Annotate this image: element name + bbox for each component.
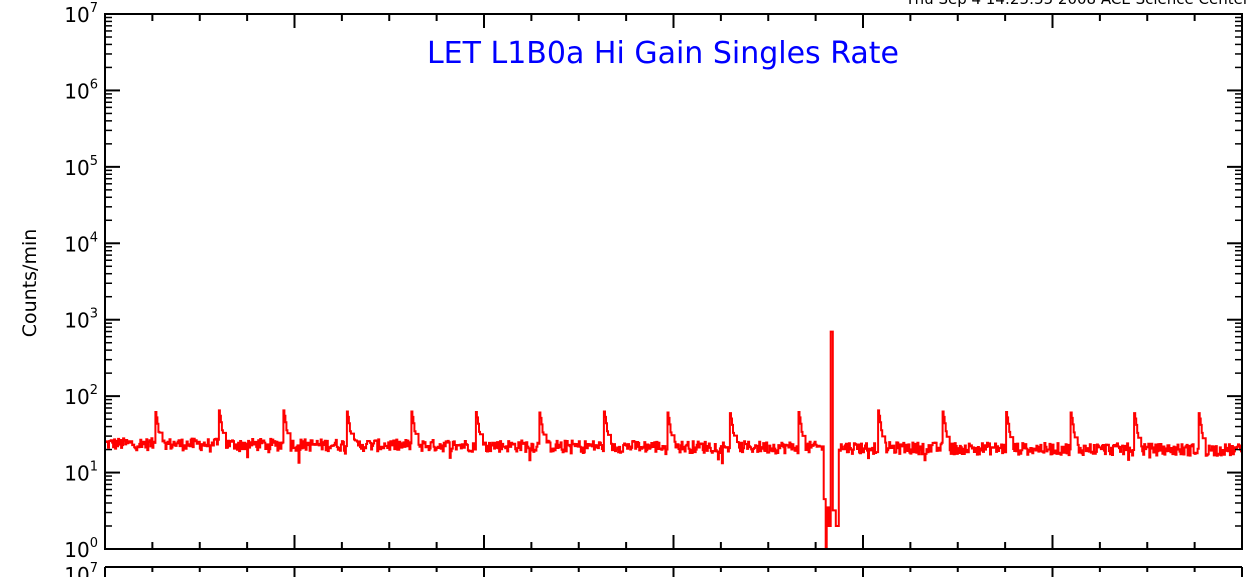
y-tick-label: 105 xyxy=(64,154,98,180)
generation-timestamp: Thu Sep 4 14:25:55 2008 ACE Science Cent… xyxy=(905,0,1250,8)
chart-title: LET L1B0a Hi Gain Singles Rate xyxy=(427,36,899,71)
y-tick-label: 106 xyxy=(64,77,98,103)
plot-frame xyxy=(104,13,1243,550)
y-tick-label: 104 xyxy=(64,230,98,256)
y-tick-label: 103 xyxy=(64,307,98,333)
y-axis: 100 101 102 103 104 105 106 107 xyxy=(64,1,1242,562)
y-tick-label: 100 xyxy=(64,536,98,562)
series-group xyxy=(105,330,1243,550)
rate-series-line xyxy=(105,330,1243,550)
y-tick-label: 107 xyxy=(64,1,98,27)
next-panel-y-tick-label: 107 xyxy=(64,561,98,577)
next-panel: 107 xyxy=(64,561,1243,577)
x-axis xyxy=(104,14,1243,549)
y-tick-label: 102 xyxy=(64,383,98,409)
y-axis-label: Counts/min xyxy=(19,229,41,338)
y-tick-label: 101 xyxy=(64,460,98,486)
